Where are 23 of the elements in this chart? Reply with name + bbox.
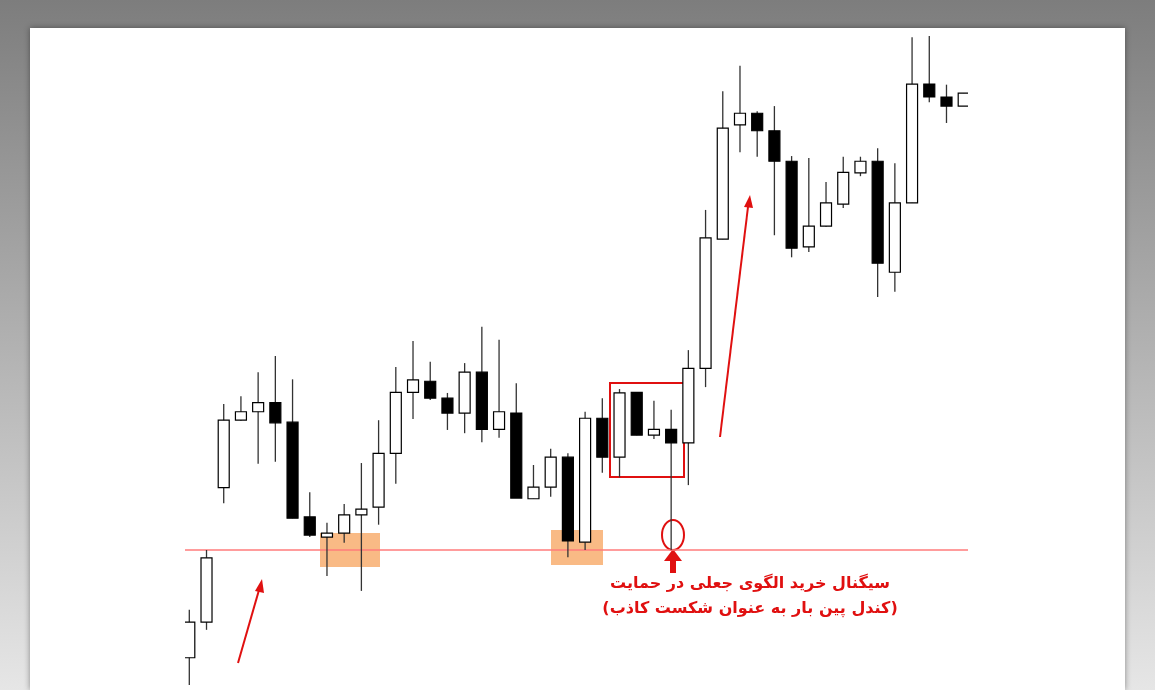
candlestick [424, 361, 437, 401]
candlestick [269, 355, 282, 463]
candlestick [923, 36, 936, 103]
candlestick [320, 522, 334, 577]
annotation: سیگنال خرید الگوی جعلی در حمایت [609, 572, 891, 594]
candlestick [854, 156, 867, 177]
candlestick [234, 395, 248, 422]
candlestick [665, 409, 678, 551]
candlestick [940, 84, 953, 124]
candlestick [802, 157, 815, 253]
candlestick [303, 491, 316, 538]
candlestick [252, 371, 265, 465]
candlestick [441, 392, 454, 431]
candlestick [527, 464, 540, 500]
candlestick [338, 503, 351, 544]
candlestick [492, 339, 506, 439]
annotation: (کندل پین بار به عنوان شکست کاذب) [601, 597, 899, 619]
candlestick [751, 110, 764, 158]
candlestick [647, 400, 661, 440]
candlestick [355, 462, 368, 592]
candlestick [406, 340, 420, 420]
candlestick [733, 65, 747, 153]
candlestick [819, 181, 833, 228]
